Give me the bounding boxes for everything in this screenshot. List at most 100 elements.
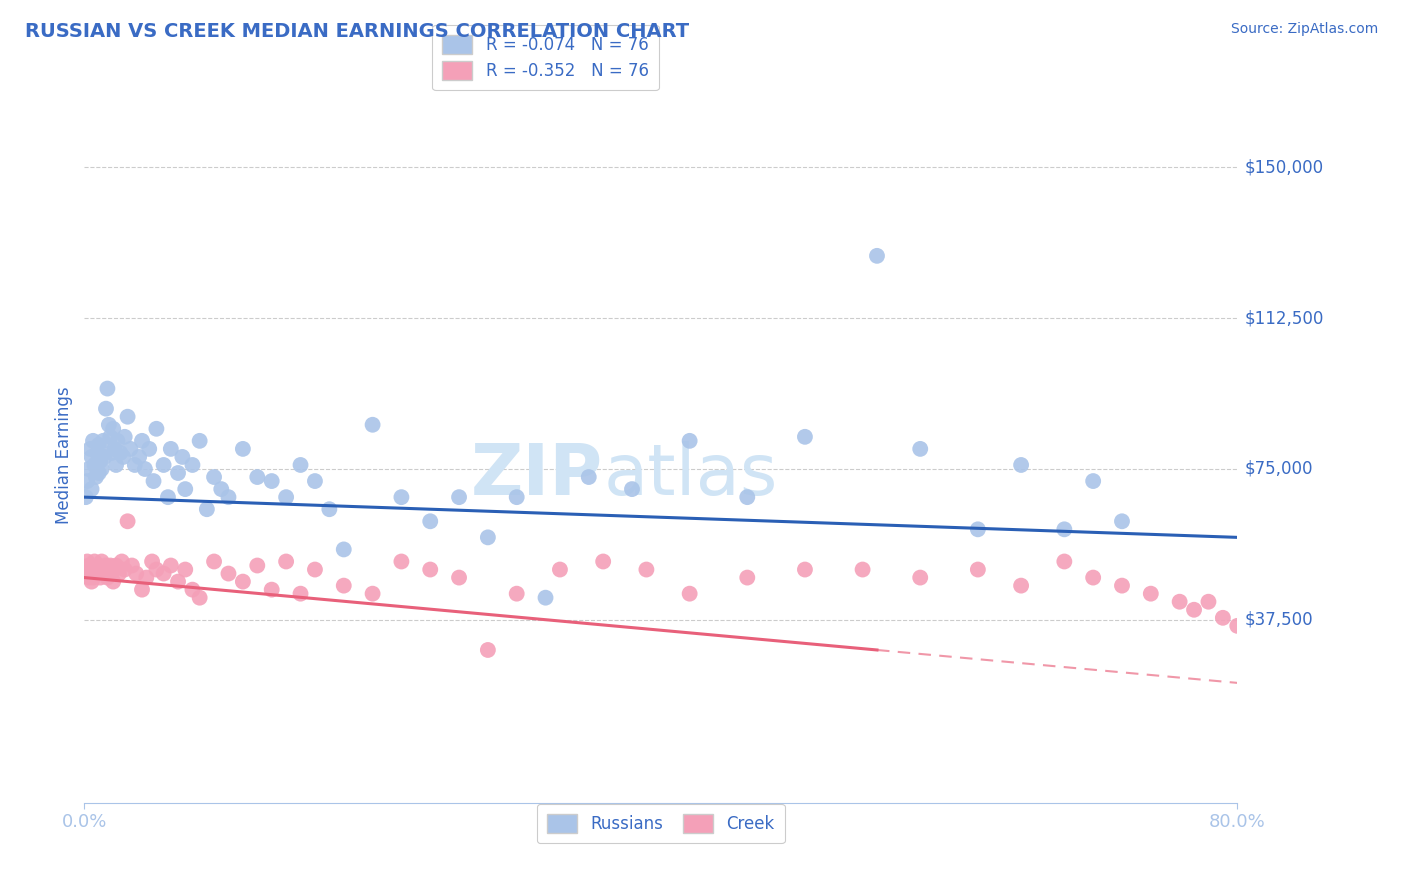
Point [105, 458, 128, 472]
Point [89, 454, 111, 468]
Point [107, 434, 129, 448]
Legend: Russians, Creek: Russians, Creek [537, 804, 785, 843]
Point [1053, 554, 1076, 568]
Point [181, 582, 204, 597]
Point [419, 514, 441, 528]
Point [419, 562, 441, 576]
Point [1226, 619, 1249, 633]
Point [75, 562, 97, 576]
Point [202, 470, 225, 484]
Point [1083, 474, 1105, 488]
Point [117, 514, 139, 528]
Point [131, 582, 153, 597]
Point [93, 450, 115, 464]
Point [181, 458, 204, 472]
Point [910, 442, 932, 456]
Point [218, 566, 240, 581]
Point [1083, 571, 1105, 585]
Point [506, 587, 529, 601]
Point [112, 450, 135, 464]
Point [91, 434, 114, 448]
Point [114, 562, 136, 576]
Point [75, 490, 97, 504]
Point [104, 442, 127, 456]
Point [290, 458, 312, 472]
Point [96, 571, 118, 585]
Point [80, 562, 103, 576]
Point [152, 566, 174, 581]
Point [361, 587, 384, 601]
Point [1111, 579, 1133, 593]
Point [794, 562, 817, 576]
Point [138, 442, 160, 456]
Point [1270, 623, 1292, 637]
Point [304, 562, 326, 576]
Point [167, 466, 190, 480]
Point [80, 574, 103, 589]
Point [852, 562, 875, 576]
Point [100, 446, 122, 460]
Point [172, 450, 194, 464]
Point [449, 571, 471, 585]
Point [111, 554, 134, 568]
Point [91, 562, 114, 576]
Point [290, 587, 312, 601]
Text: ZIP: ZIP [471, 442, 603, 510]
Point [84, 562, 107, 576]
Point [84, 470, 107, 484]
Point [142, 474, 165, 488]
Point [621, 482, 644, 496]
Point [114, 430, 136, 444]
Point [202, 554, 225, 568]
Point [548, 562, 571, 576]
Point [391, 554, 413, 568]
Point [276, 490, 298, 504]
Text: $112,500: $112,500 [1244, 310, 1324, 327]
Point [97, 562, 120, 576]
Point [79, 442, 101, 456]
Point [135, 571, 157, 585]
Text: Source: ZipAtlas.com: Source: ZipAtlas.com [1230, 22, 1378, 37]
Point [98, 558, 121, 573]
Point [967, 562, 990, 576]
Point [76, 554, 98, 568]
Point [86, 446, 108, 460]
Point [141, 554, 163, 568]
Point [1240, 603, 1263, 617]
Point [333, 579, 356, 593]
Text: $75,000: $75,000 [1244, 460, 1313, 478]
Point [97, 417, 120, 432]
Point [506, 490, 529, 504]
Point [195, 502, 218, 516]
Point [592, 554, 614, 568]
Point [737, 490, 759, 504]
Point [679, 587, 702, 601]
Point [246, 558, 269, 573]
Point [121, 558, 143, 573]
Point [160, 558, 183, 573]
Point [120, 442, 142, 456]
Point [232, 442, 254, 456]
Point [866, 249, 889, 263]
Point [534, 591, 557, 605]
Point [103, 422, 124, 436]
Point [1182, 603, 1205, 617]
Point [94, 401, 117, 416]
Point [131, 434, 153, 448]
Point [679, 434, 702, 448]
Point [89, 571, 111, 585]
Point [391, 490, 413, 504]
Point [93, 566, 115, 581]
Point [304, 474, 326, 488]
Point [1256, 611, 1278, 625]
Text: RUSSIAN VS CREEK MEDIAN EARNINGS CORRELATION CHART: RUSSIAN VS CREEK MEDIAN EARNINGS CORRELA… [25, 22, 689, 41]
Point [276, 554, 298, 568]
Point [83, 554, 105, 568]
Point [218, 490, 240, 504]
Point [246, 470, 269, 484]
Point [87, 466, 110, 480]
Point [124, 458, 146, 472]
Point [90, 462, 112, 476]
Point [188, 591, 211, 605]
Point [477, 530, 499, 544]
